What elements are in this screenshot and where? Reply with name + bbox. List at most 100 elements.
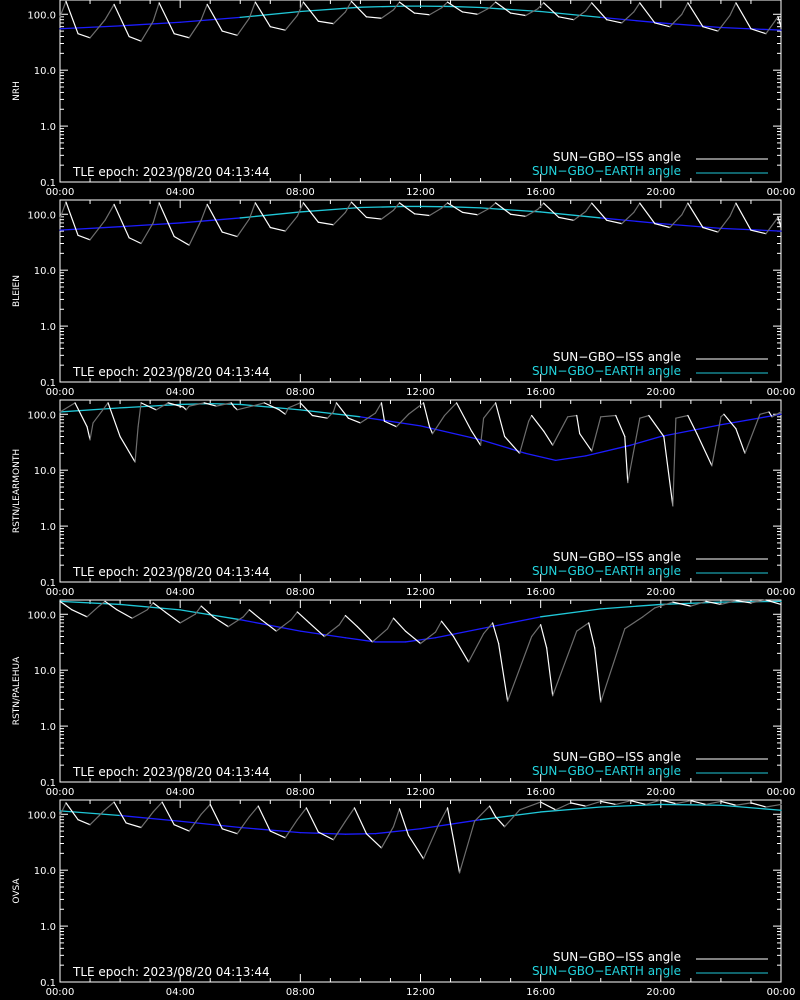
iss-angle-segment <box>392 1 401 11</box>
x-tick-label: 20:00 <box>646 587 675 598</box>
earth-angle-segment <box>660 222 722 230</box>
earth-angle-segment <box>479 207 542 213</box>
iss-angle-segment <box>750 802 767 808</box>
earth-angle-segment <box>59 810 121 817</box>
iss-angle-segment <box>305 807 319 833</box>
legend-iss-label: SUN−GBO−ISS angle <box>553 550 681 564</box>
iss-angle-segment <box>86 605 100 618</box>
iss-angle-segment <box>77 819 91 826</box>
legend-iss-label: SUN−GBO−ISS angle <box>553 750 681 764</box>
iss-angle-segment <box>633 2 641 13</box>
earth-angle-segment <box>524 452 557 461</box>
iss-angle-segment <box>317 221 334 226</box>
x-tick-label: 04:00 <box>166 587 195 598</box>
iss-angle-segment <box>446 1 464 13</box>
iss-angle-segment <box>158 202 175 238</box>
iss-angle-segment <box>365 16 383 19</box>
iss-angle-segment <box>482 402 497 419</box>
iss-angle-segment <box>720 800 737 806</box>
iss-angle-segment <box>585 2 593 12</box>
earth-angle-segment <box>600 16 662 24</box>
iss-angle-segment <box>188 19 202 39</box>
iss-angle-segment <box>461 11 479 15</box>
x-tick-label: 16:00 <box>526 587 555 598</box>
iss-angle-segment <box>104 3 115 21</box>
iss-angle-segment <box>531 624 542 638</box>
panel-rstn-learmonth: 00:00 04:00 08:00 12:00 16:00 20:00 00:000.11.… <box>12 399 796 598</box>
x-tick-label: 00:00 <box>46 387 75 398</box>
iss-angle-segment <box>185 405 190 411</box>
iss-angle-segment <box>600 414 617 418</box>
iss-angle-segment <box>206 203 223 233</box>
iss-angle-segment <box>510 12 527 17</box>
iss-angle-segment <box>326 411 334 419</box>
iss-angle-segment <box>104 203 115 221</box>
iss-angle-segment <box>428 207 443 217</box>
iss-angle-segment <box>221 30 238 36</box>
iss-angle-segment <box>765 216 779 235</box>
iss-angle-segment <box>398 202 416 215</box>
y-tick-label: 1.0 <box>40 922 56 933</box>
earth-angle-segment <box>660 22 722 29</box>
iss-angle-segment <box>558 16 575 21</box>
iss-angle-segment <box>669 214 683 229</box>
y-tick-label: 0.1 <box>40 378 56 389</box>
iss-angle-segment <box>576 622 590 632</box>
iss-angle-segment <box>777 16 782 28</box>
iss-angle-segment <box>570 802 587 807</box>
x-tick-label: 20:00 <box>646 987 675 998</box>
earth-angle-segment <box>540 211 602 219</box>
tle-epoch-label: TLE epoch: 2023/08/20 04:13:44 <box>72 965 270 979</box>
iss-angle-segment <box>498 642 509 702</box>
iss-angle-segment <box>371 628 389 643</box>
iss-angle-segment <box>188 402 205 407</box>
y-tick-label: 100.0 <box>27 810 56 821</box>
legend-earth-label: SUN−GBO−EARTH angle <box>532 364 681 378</box>
iss-angle-segment <box>89 19 106 39</box>
iss-angle-segment <box>284 819 298 839</box>
iss-angle-segment <box>386 617 395 630</box>
iss-angle-segment <box>591 202 608 221</box>
y-tick-label: 100.0 <box>27 10 56 21</box>
iss-angle-segment <box>452 839 461 874</box>
iss-angle-segment <box>92 402 109 424</box>
y-tick-label: 100.0 <box>27 210 56 221</box>
iss-angle-segment <box>639 414 650 419</box>
iss-angle-segment <box>458 820 476 874</box>
x-tick-label: 12:00 <box>406 587 435 598</box>
earth-angle-segment <box>299 409 362 418</box>
iss-angle-segment <box>200 3 208 21</box>
panel-nrh: 00:00 04:00 08:00 12:00 16:00 20:00 00:000.11.… <box>12 0 795 198</box>
iss-angle-segment <box>323 624 340 638</box>
earth-angle-segment <box>479 616 542 630</box>
iss-angle-segment <box>660 799 677 805</box>
iss-angle-segment <box>750 28 767 35</box>
iss-angle-segment <box>344 614 359 628</box>
iss-angle-segment <box>437 807 449 826</box>
iss-angle-segment <box>290 611 298 621</box>
iss-angle-segment <box>431 414 446 435</box>
x-tick-label: 00:00 <box>767 587 796 598</box>
x-tick-label: 20:00 <box>646 787 675 798</box>
iss-angle-segment <box>227 616 244 628</box>
iss-angle-segment <box>89 809 106 826</box>
x-tick-label: 08:00 <box>286 387 315 398</box>
iss-angle-segment <box>236 218 250 238</box>
iss-angle-segment <box>543 202 560 218</box>
x-tick-label: 00:00 <box>46 587 75 598</box>
iss-angle-segment <box>645 799 662 806</box>
iss-angle-segment <box>98 600 106 607</box>
iss-angle-segment <box>254 202 271 229</box>
iss-angle-segment <box>215 402 232 407</box>
iss-angle-segment <box>164 611 181 624</box>
legend-earth-label: SUN−GBO−EARTH angle <box>532 764 681 778</box>
iss-angle-segment <box>182 406 187 411</box>
iss-angle-segment <box>591 2 608 21</box>
iss-angle-segment <box>59 802 67 817</box>
iss-angle-segment <box>230 402 235 408</box>
earth-angle-segment <box>179 820 241 829</box>
x-tick-label: 04:00 <box>166 387 195 398</box>
iss-angle-segment <box>302 1 319 22</box>
iss-angle-segment <box>443 402 458 417</box>
